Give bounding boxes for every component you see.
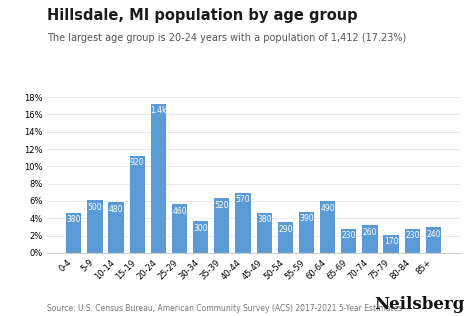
Bar: [87, 200, 102, 253]
Text: 520: 520: [215, 201, 229, 210]
Text: 920: 920: [130, 158, 145, 167]
Text: Neilsberg: Neilsberg: [374, 296, 465, 313]
Bar: [299, 212, 314, 253]
Text: 380: 380: [257, 215, 272, 224]
Text: Hillsdale, MI population by age group: Hillsdale, MI population by age group: [47, 8, 358, 23]
Text: 170: 170: [384, 237, 398, 246]
Text: 460: 460: [172, 207, 187, 216]
Text: 490: 490: [320, 204, 335, 213]
Text: 240: 240: [426, 230, 441, 239]
Bar: [193, 221, 208, 253]
Text: Source: U.S. Census Bureau, American Community Survey (ACS) 2017-2021 5-Year Est: Source: U.S. Census Bureau, American Com…: [47, 304, 402, 313]
Bar: [236, 193, 251, 253]
Bar: [426, 228, 441, 253]
Bar: [129, 156, 145, 253]
Bar: [341, 228, 356, 253]
Text: 480: 480: [109, 205, 123, 214]
Text: 260: 260: [363, 228, 377, 237]
Bar: [109, 202, 124, 253]
Bar: [66, 213, 82, 253]
Bar: [362, 225, 378, 253]
Bar: [256, 213, 272, 253]
Text: 390: 390: [299, 214, 314, 223]
Bar: [405, 228, 420, 253]
Text: 300: 300: [193, 224, 208, 233]
Text: 500: 500: [88, 203, 102, 212]
Text: 230: 230: [342, 231, 356, 240]
Text: 230: 230: [405, 231, 419, 240]
Bar: [172, 204, 187, 253]
Text: 380: 380: [66, 215, 81, 224]
Bar: [151, 104, 166, 253]
Text: 570: 570: [236, 195, 250, 204]
Bar: [383, 235, 399, 253]
Text: 290: 290: [278, 225, 292, 234]
Bar: [214, 198, 229, 253]
Text: The largest age group is 20-24 years with a population of 1,412 (17.23%): The largest age group is 20-24 years wit…: [47, 33, 407, 43]
Bar: [278, 222, 293, 253]
Bar: [320, 201, 335, 253]
Text: 1.4k: 1.4k: [150, 106, 167, 115]
